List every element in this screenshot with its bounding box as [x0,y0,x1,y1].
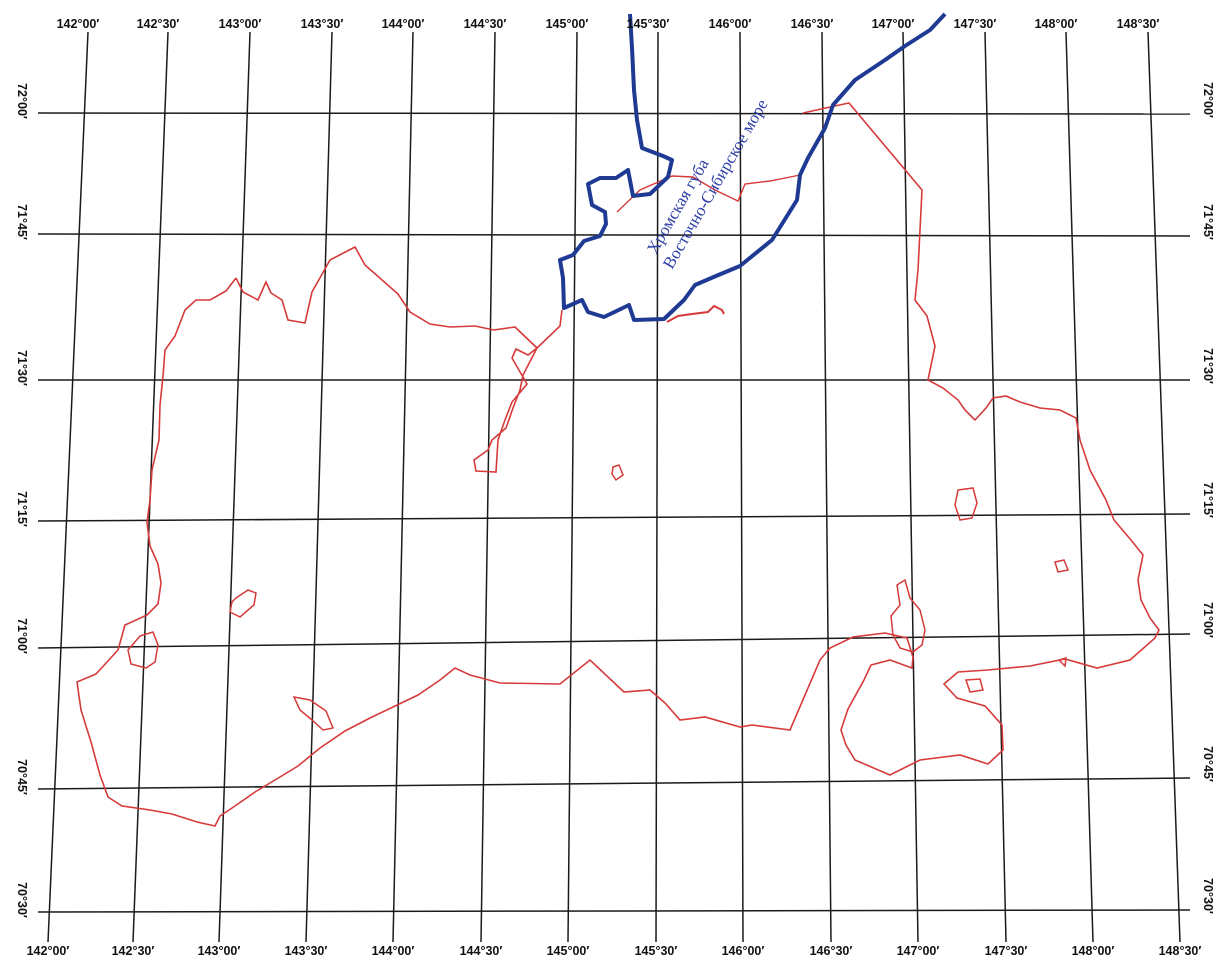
meridian-144-30 [480,31,496,943]
longitude-label-top: 144°00′ [382,17,425,31]
parallel-lines [37,112,1191,913]
parallel-71-45 [37,233,1191,237]
longitude-label-bottom: 142°00′ [27,944,70,958]
longitude-label-top: 145°30′ [627,17,670,31]
longitude-label-top: 148°00′ [1035,17,1078,31]
latitude-label-left: 70°45′ [15,759,29,795]
meridian-147-00 [902,31,919,943]
longitude-label-top: 143°00′ [219,17,262,31]
longitude-label-top: 147°30′ [954,17,997,31]
latitude-labels-right: 72°00′ 71°45′ 71°30′ 71°15′ 71°00′ 70°45′ 70°3… [1201,82,1215,914]
longitude-label-top: 146°00′ [709,17,752,31]
latitude-label-left: 71°30′ [15,350,29,386]
longitude-label-top: 142°00′ [57,17,100,31]
meridian-148-30 [1147,31,1181,943]
lake-7 [964,678,984,693]
meridian-145-00 [567,31,578,943]
latitude-label-right: 71°00′ [1201,602,1215,638]
meridian-lines [47,31,1181,943]
meridian-146-30 [821,31,832,943]
lake-5 [954,487,978,521]
coastline-west [558,12,947,322]
longitude-label-top: 145°00′ [546,17,589,31]
region-boundary-coast [666,304,725,323]
lake-8 [890,578,926,653]
longitude-label-bottom: 142°30′ [112,944,155,958]
longitude-labels-top: 142°00′ 142°30′ 143°00′ 143°30′ 144°00′ 144°3… [57,17,1160,31]
latitude-label-right: 71°15′ [1201,482,1215,518]
lake-6 [1054,559,1070,573]
latitude-label-left: 71°45′ [15,204,29,240]
lake-4 [611,464,624,482]
longitude-label-top: 146°30′ [791,17,834,31]
longitude-label-bottom: 144°30′ [460,944,503,958]
meridian-147-30 [984,31,1007,943]
latitude-label-right: 70°45′ [1201,746,1215,782]
longitude-label-bottom: 145°30′ [635,944,678,958]
longitude-label-top: 142°30′ [137,17,180,31]
lakes [127,464,1070,731]
meridian-144-00 [392,31,414,943]
longitude-label-bottom: 148°30′ [1159,944,1202,958]
latitude-label-right: 72°00′ [1201,82,1215,118]
lake-9 [1057,656,1067,668]
meridian-148-00 [1065,31,1094,943]
sea-label: Восточно-Сибирское море [659,96,772,272]
meridian-143-30 [305,31,333,943]
longitude-labels-bottom: 142°00′ 142°30′ 143°00′ 143°30′ 144°00′ 144°3… [27,944,1202,958]
latitude-label-right: 71°30′ [1201,348,1215,384]
longitude-label-bottom: 146°30′ [810,944,853,958]
lake-3 [292,695,335,731]
parallel-72-00 [37,112,1191,115]
meridian-145-30 [655,31,659,943]
meridian-146-00 [739,31,744,943]
meridian-142-00 [47,31,89,943]
longitude-label-bottom: 143°30′ [285,944,328,958]
latitude-label-left: 72°00′ [15,83,29,119]
longitude-label-top: 143°30′ [301,17,344,31]
longitude-label-top: 148°30′ [1117,17,1160,31]
latitude-label-left: 71°15′ [15,491,29,527]
longitude-label-bottom: 147°30′ [985,944,1028,958]
parallel-70-45 [37,777,1191,790]
latitude-labels-left: 72°00′ 71°45′ 71°30′ 71°15′ 71°00′ 70°45′ 70°3… [15,83,29,918]
longitude-label-bottom: 148°00′ [1072,944,1115,958]
latitude-label-left: 70°30′ [15,882,29,918]
parallel-71-00 [37,633,1191,649]
longitude-label-bottom: 145°00′ [547,944,590,958]
latitude-label-right: 70°30′ [1201,878,1215,914]
parallel-71-15 [37,513,1191,522]
longitude-label-bottom: 147°00′ [897,944,940,958]
latitude-label-left: 71°00′ [15,618,29,654]
lake-1 [229,589,257,618]
longitude-label-top: 147°00′ [872,17,915,31]
latitude-label-right: 71°45′ [1201,204,1215,240]
meridian-143-00 [218,31,251,943]
longitude-label-bottom: 144°00′ [372,944,415,958]
region-boundary-north [616,174,801,213]
lake-2 [127,631,159,669]
longitude-label-bottom: 143°00′ [198,944,241,958]
longitude-label-bottom: 146°00′ [722,944,765,958]
region-boundary [76,102,1160,827]
parallel-70-30 [37,909,1191,913]
longitude-label-top: 144°30′ [464,17,507,31]
